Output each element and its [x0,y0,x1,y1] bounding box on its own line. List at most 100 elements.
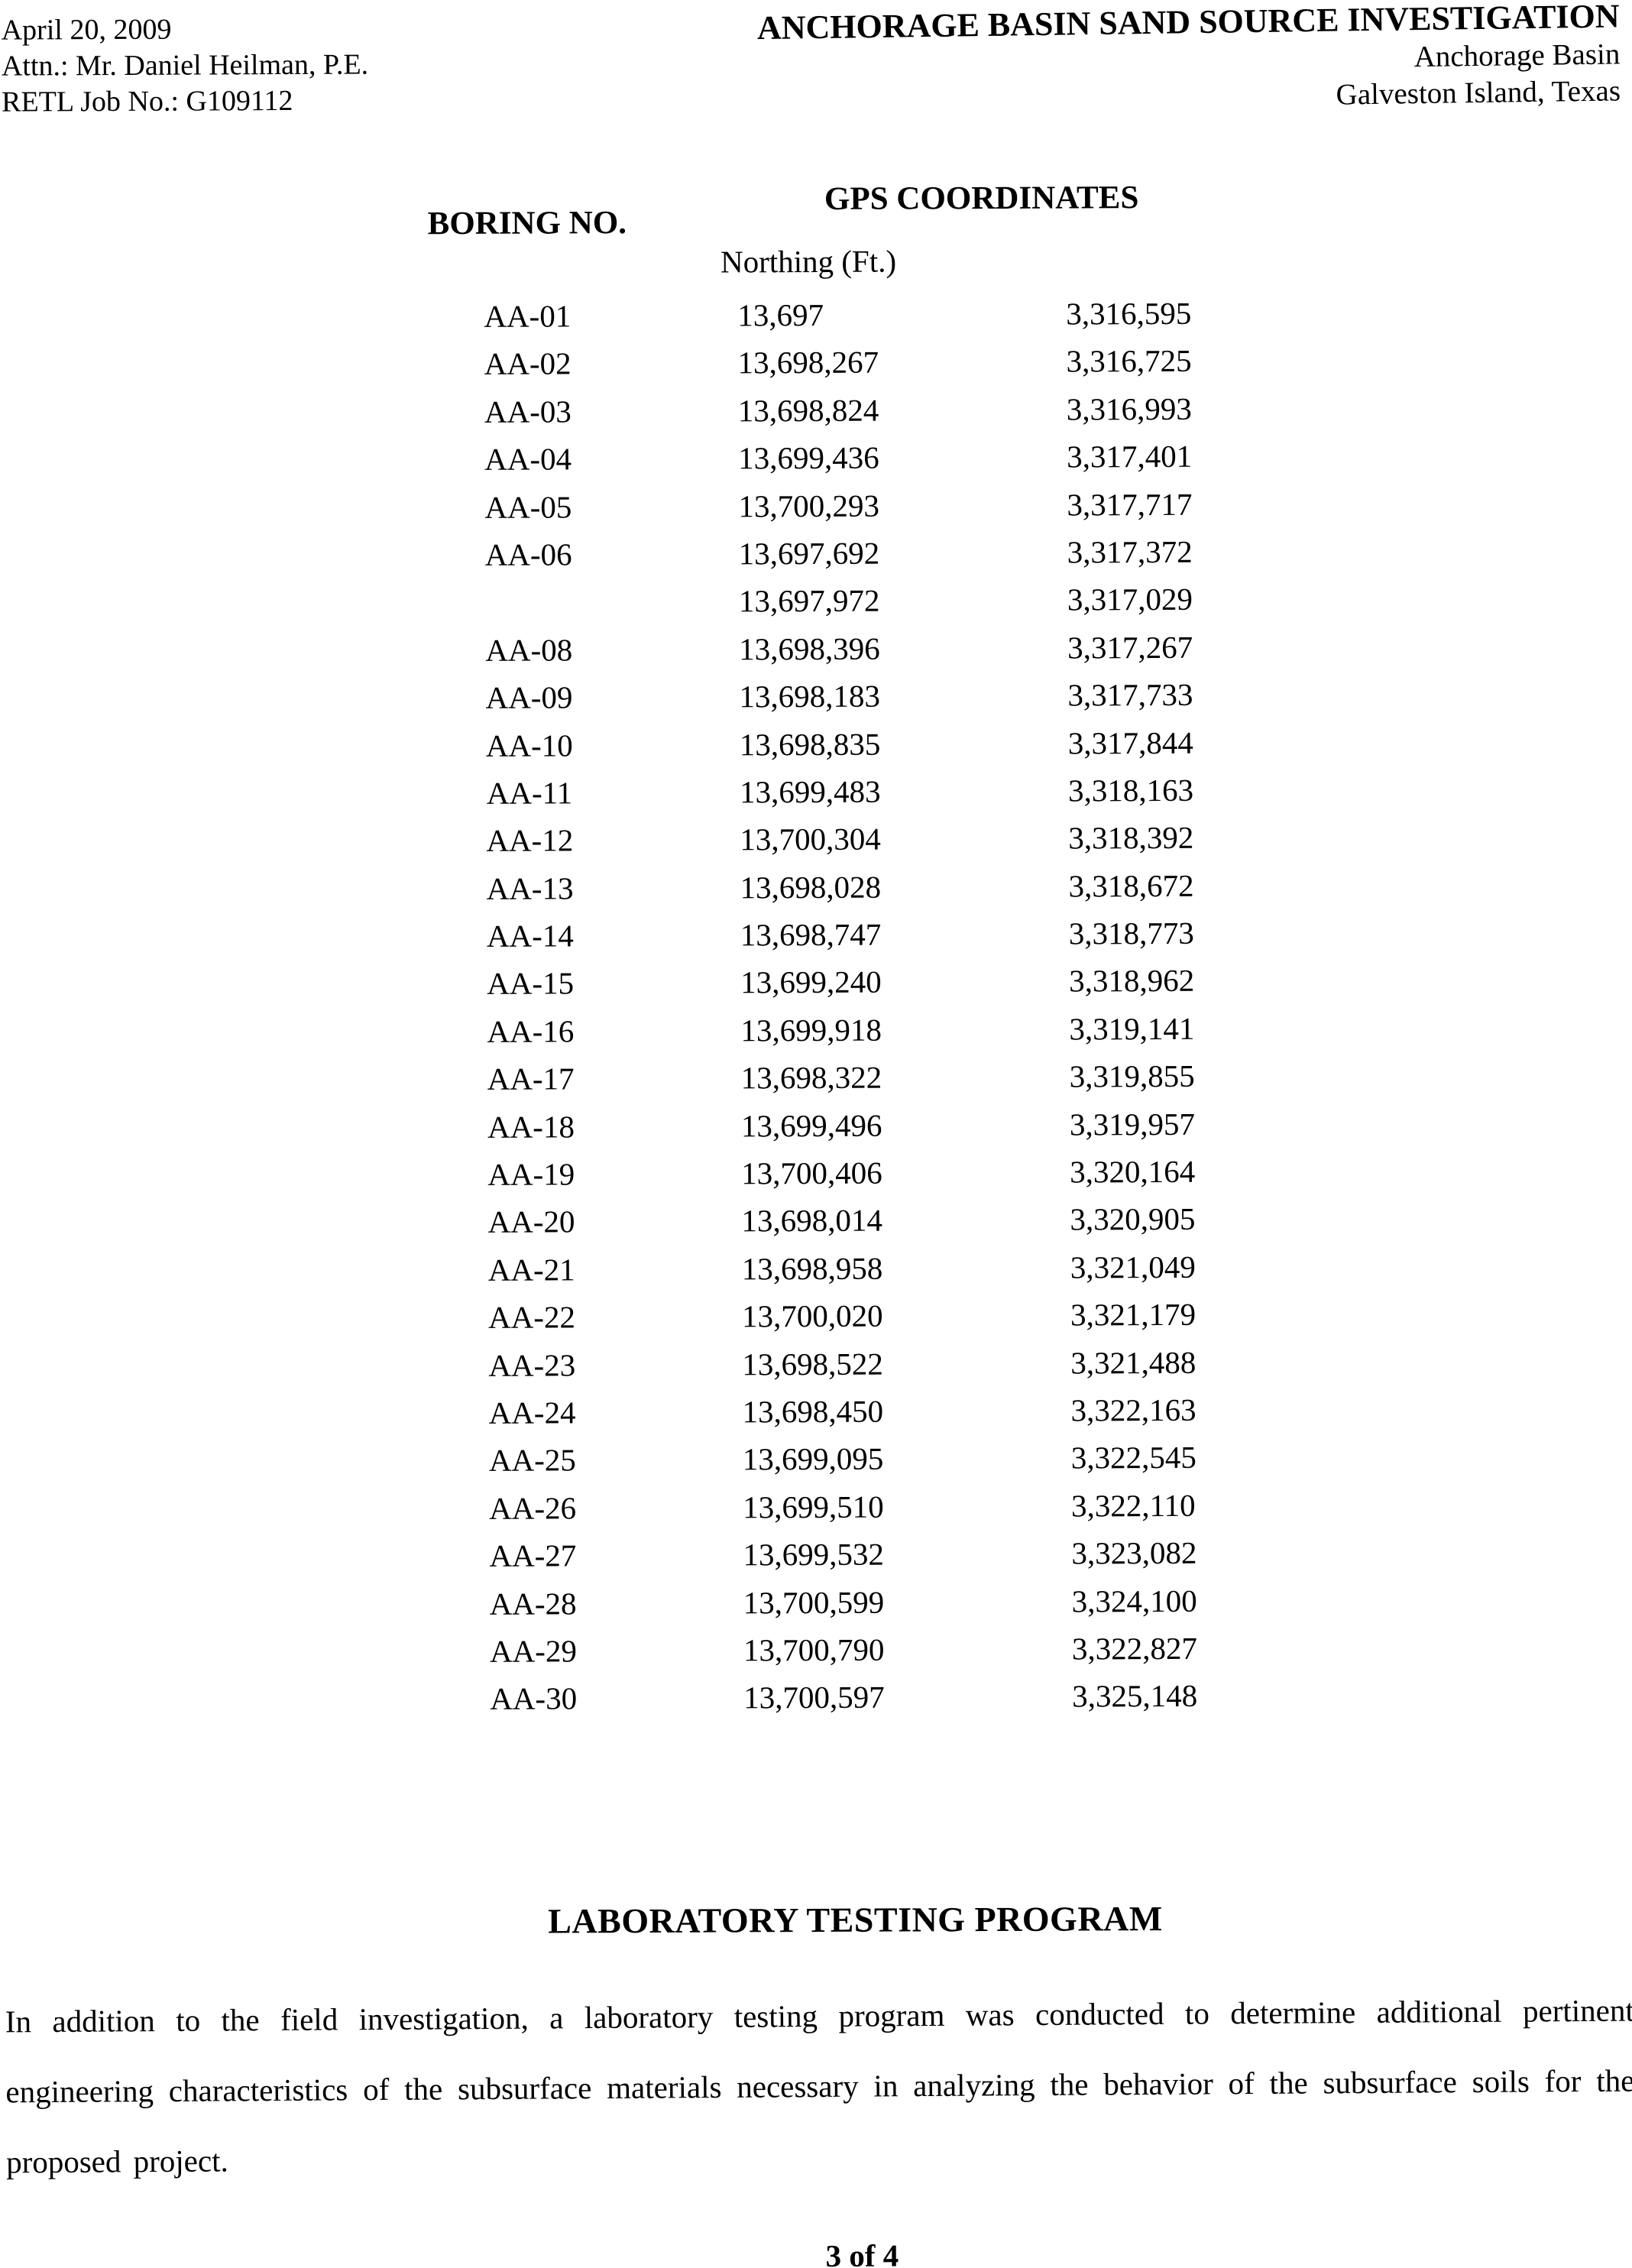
northing-column-label: Northing (Ft.) [720,243,897,280]
table-cell-northing: 13,700,597 [743,1679,885,1716]
table-cell-boring: AA-03 [484,394,572,429]
table-cell-easting: 3,317,267 [1067,629,1193,666]
table-cell-northing: 13,698,267 [737,345,879,381]
table-cell-northing: 13,699,510 [743,1489,884,1525]
table-cell-easting: 3,317,733 [1067,676,1193,713]
table-cell-easting: 3,317,401 [1067,439,1193,475]
table-cell-northing: 13,698,522 [742,1346,883,1382]
table-cell-northing: 13,698,028 [740,869,882,906]
table-cell-easting: 3,324,100 [1071,1583,1197,1619]
project-header-right: ANCHORAGE BASIN SAND SOURCE INVESTIGATIO… [757,0,1621,122]
table-cell-northing: 13,700,599 [743,1584,885,1620]
table-cell-easting: 3,317,029 [1067,582,1193,617]
table-cell-boring: AA-18 [487,1109,575,1145]
table-cell-easting: 3,321,049 [1070,1249,1196,1285]
table-cell-northing: 13,699,436 [738,439,879,476]
table-cell-boring: AA-28 [489,1585,577,1622]
table-cell-northing: 13,698,835 [739,726,881,762]
table-cell-easting: 3,316,595 [1066,295,1192,332]
table-cell-boring: AA-10 [485,727,573,763]
letter-job-number: RETL Job No.: G109112 [2,84,293,118]
table-cell-easting: 3,318,163 [1067,772,1194,808]
table-cell-boring: AA-27 [489,1537,577,1574]
gps-coordinates-header: GPS COORDINATES [824,180,1139,217]
table-cell-boring: AA-15 [487,965,575,1002]
table-cell-northing: 13,699,095 [742,1440,884,1477]
table-cell-easting: 3,325,148 [1072,1678,1198,1714]
table-cell-northing: 13,697 [737,296,824,333]
table-cell-northing: 13,700,304 [740,821,881,857]
letter-header-left: April 20, 2009 Attn.: Mr. Daniel Heilman… [2,11,369,121]
table-cell-boring: AA-05 [484,488,572,525]
table-cell-northing: 13,697,692 [738,535,880,572]
table-cell-northing: 13,697,972 [738,582,880,619]
table-cell-boring: AA-11 [486,775,573,811]
table-cell-northing: 13,698,396 [739,630,880,667]
table-cell-boring: AA-17 [487,1061,575,1097]
table-cell-boring: AA-30 [490,1680,578,1717]
table-cell-boring: AA-25 [488,1442,576,1479]
table-cell-boring: AA-12 [486,822,574,859]
table-cell-easting: 3,318,672 [1068,867,1194,904]
table-cell-northing: 13,700,293 [738,488,880,523]
table-cell-northing: 13,698,747 [740,916,882,953]
table-cell-boring: AA-23 [488,1346,576,1383]
table-cell-boring: AA-24 [488,1395,576,1430]
table-cell-northing: 13,698,824 [737,392,879,429]
table-cell-easting: 3,318,773 [1068,915,1194,951]
page-number: 3 of 4 [825,2237,899,2268]
table-cell-easting: 3,320,164 [1070,1153,1196,1190]
table-cell-northing: 13,699,496 [740,1107,882,1144]
table-cell-boring: AA-08 [485,632,573,668]
table-cell-easting: 3,323,082 [1071,1534,1197,1571]
letter-date: April 20, 2009 [1,13,172,47]
table-cell-easting: 3,322,827 [1071,1630,1198,1667]
table-cell-northing: 13,698,183 [739,678,881,714]
table-cell-easting: 3,322,545 [1070,1440,1196,1476]
table-cell-boring: AA-02 [484,345,572,382]
table-cell-northing: 13,698,958 [741,1250,883,1287]
table-cell-boring: AA-01 [484,298,572,334]
table-cell-boring: AA-06 [484,536,572,572]
section-paragraph: In addition to the field investigation, … [5,1992,1632,2180]
table-cell-easting: 3,317,372 [1067,533,1193,570]
table-cell-easting: 3,319,855 [1069,1058,1195,1094]
table-cell-northing: 13,700,406 [741,1155,882,1191]
table-cell-boring [426,583,632,632]
table-cell-boring: AA-20 [487,1204,575,1240]
table-cell-northing: 13,700,790 [743,1631,885,1668]
table-cell-northing: 13,699,918 [740,1012,882,1048]
table-cell-northing: 13,698,450 [742,1393,884,1430]
table-cell-easting: 3,319,141 [1069,1010,1195,1047]
table-cell-boring: AA-29 [489,1633,577,1669]
table-cell-boring: AA-19 [487,1156,575,1192]
table-cell-easting: 3,318,962 [1069,963,1195,1000]
table-cell-boring: AA-13 [486,870,574,906]
table-cell-easting: 3,319,957 [1069,1106,1196,1142]
table-cell-easting: 3,320,905 [1070,1201,1196,1237]
section-heading: LABORATORY TESTING PROGRAM [548,1899,1163,1941]
table-cell-easting: 3,317,717 [1067,486,1193,523]
table-cell-northing: 13,699,483 [739,773,881,810]
table-cell-northing: 13,698,322 [740,1059,882,1096]
table-cell-boring: AA-22 [488,1299,576,1336]
table-cell-easting: 3,322,163 [1070,1392,1196,1428]
table-cell-boring: AA-14 [486,918,574,954]
table-cell-boring: AA-04 [484,441,572,478]
letter-attn: Attn.: Mr. Daniel Heilman, P.E. [1,48,369,83]
table-cell-easting: 3,318,392 [1068,820,1194,856]
table-cell-northing: 13,699,240 [740,964,882,1000]
table-cell-boring: AA-09 [485,679,573,716]
table-cell-easting: 3,321,488 [1070,1344,1196,1381]
table-cell-boring: AA-26 [489,1490,577,1526]
gps-table-body: AA-01 13,697 3,316,595 AA-02 13,698,267 … [424,294,1393,1729]
table-cell-boring: AA-21 [487,1252,575,1288]
table-cell-easting: 3,316,725 [1066,343,1192,379]
table-cell-northing: 13,700,020 [741,1298,883,1334]
table-cell-easting: 3,321,179 [1070,1297,1196,1333]
table-cell-northing: 13,699,532 [743,1536,884,1573]
table-cell-boring: AA-16 [487,1013,575,1049]
table-cell-easting: 3,317,844 [1067,724,1193,761]
